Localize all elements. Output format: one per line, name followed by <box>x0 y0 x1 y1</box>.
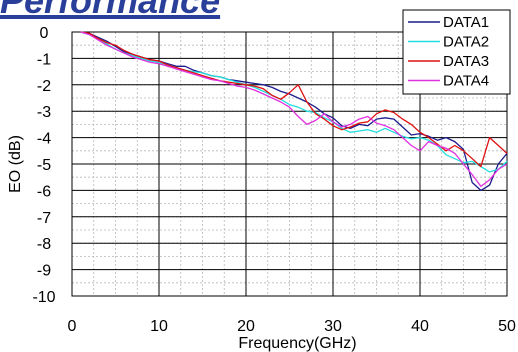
y-tick-label: -5 <box>37 157 51 174</box>
legend-label-data1: DATA1 <box>443 14 489 31</box>
series-line-data3 <box>80 31 508 168</box>
series-line-data4 <box>80 31 508 188</box>
y-tick-label: -9 <box>37 263 51 280</box>
y-tick-label: -1 <box>37 51 51 68</box>
y-tick-label: -2 <box>37 78 51 95</box>
y-tick-label: -10 <box>32 289 55 306</box>
x-tick-label: 50 <box>498 318 516 335</box>
legend-label-data4: DATA4 <box>443 73 489 90</box>
legend-label-data3: DATA3 <box>443 53 489 70</box>
y-tick-label: -4 <box>37 131 51 148</box>
y-tick-label: 0 <box>40 25 49 42</box>
x-tick-labels: 0 10 20 30 40 50 <box>68 318 516 335</box>
y-tick-labels: 0 -1 -2 -3 -4 -5 -6 -7 -8 -9 -10 <box>32 25 55 306</box>
x-tick-label: 40 <box>411 318 429 335</box>
chart-title: Performance <box>0 0 221 21</box>
x-tick-label: 0 <box>68 318 77 335</box>
y-tick-label: -7 <box>37 210 51 227</box>
legend: DATA1 DATA2 DATA3 DATA4 <box>402 9 511 95</box>
y-tick-label: -6 <box>37 183 51 200</box>
y-axis-label: EO (dB) <box>7 135 24 193</box>
x-tick-label: 20 <box>237 318 255 335</box>
x-tick-label: 10 <box>150 318 168 335</box>
x-tick-label: 30 <box>324 318 342 335</box>
series-layer <box>80 31 508 192</box>
y-tick-label: -3 <box>37 104 51 121</box>
legend-label-data2: DATA2 <box>443 34 489 51</box>
x-axis-label: Frequency(GHz) <box>238 335 356 352</box>
y-tick-label: -8 <box>37 236 51 253</box>
